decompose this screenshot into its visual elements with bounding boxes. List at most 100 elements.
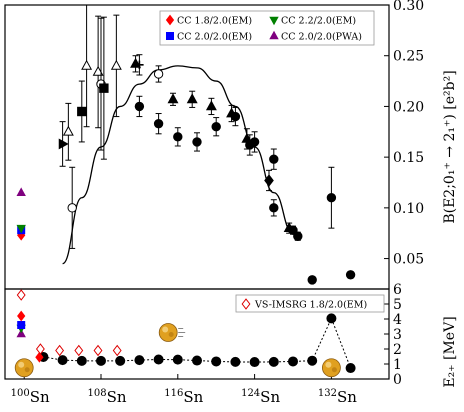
energy-y-axis-label: E₂₊ [MeV] [442, 316, 458, 387]
bee2-experiment-point [173, 132, 183, 142]
vs-imsrg-point [112, 344, 122, 357]
bee2-y-tick-label: 0.25 [393, 49, 424, 65]
energy-y-tick-label: 1 [393, 357, 402, 373]
bee2-y-tick-label: 0.10 [393, 201, 424, 217]
energy-legend: VS-IMSRG 1.8/2.0(EM) [235, 294, 385, 313]
vs-imsrg-points [16, 289, 122, 357]
legend-entry-label: VS-IMSRG 1.8/2.0(EM) [254, 300, 367, 311]
legend-entry-label: CC 2.0/2.0(PWA) [281, 32, 362, 43]
bee2-experiment-point [269, 154, 279, 164]
legend-marker [166, 32, 174, 40]
energy-experiment-point [326, 313, 337, 324]
x-tick-label: 100Sn [11, 388, 50, 406]
bee2-experiment-point [307, 275, 317, 285]
bee2-experiment-point [230, 111, 241, 122]
bee2-experiment-point [205, 100, 217, 111]
x-tick-element: Sn [337, 388, 357, 406]
bee2-y-tick-label: 0.15 [393, 150, 424, 166]
bee2-calc-100sn-points [16, 187, 26, 241]
energy-experiment-point [288, 356, 298, 367]
bee2-experiment-point [192, 137, 202, 147]
vs-imsrg-point [93, 344, 103, 357]
bee2-theory-curve-line [62, 65, 294, 265]
vs-imsrg-point [35, 343, 45, 355]
bee2-experiment-point [153, 118, 164, 129]
legend-marker [269, 16, 279, 26]
energy-experiment-point [211, 356, 222, 367]
bee2-y-tick-label: 0.30 [393, 0, 424, 14]
vs-imsrg-point [16, 289, 26, 301]
x-tick-mass-number: 132 [318, 388, 337, 399]
energy-y-tick-label: 4 [393, 312, 402, 328]
nucleus-icons [14, 323, 341, 378]
energy-experiment-point [76, 355, 87, 366]
vs-imsrg-point [74, 344, 84, 357]
bee2-experiment-point [153, 69, 164, 79]
x-tick-mass-number: 124 [241, 388, 260, 399]
bee2-calc-point [16, 187, 26, 196]
energy-experiment-point [192, 355, 202, 366]
bee2-y-tick-label: 0.20 [393, 99, 424, 115]
bee2-experiment-point [99, 83, 109, 93]
energy-experiment-point [96, 355, 106, 366]
nucleus-icon [14, 358, 34, 378]
legend-entry-label: CC 2.0/2.0(EM) [177, 32, 252, 43]
nucleus-icon [158, 323, 186, 342]
bee2-legend-box [159, 10, 375, 46]
x-tick-label: 116Sn [164, 388, 203, 406]
bee2-experiment-point [134, 101, 145, 112]
energy-experiment-point [230, 356, 241, 367]
x-tick-element: Sn [183, 388, 203, 406]
bee2-experiment-point [264, 174, 274, 187]
energy-experiment-point [249, 357, 260, 368]
energy-y-tick-label: 6 [393, 282, 402, 298]
energy-y-tick-label: 5 [393, 297, 402, 313]
bee2-legend: CC 1.8/2.0(EM) CC 2.2/2.0(EM) CC 2.0/2.0(E… [159, 10, 375, 46]
energy-experiment-point [134, 355, 145, 366]
energy-experiment-point [115, 355, 126, 366]
bee2-experiment-point [92, 65, 104, 76]
nucleus-icon [321, 358, 341, 378]
vs-imsrg-point [55, 344, 65, 357]
x-tick-mass-number: 108 [87, 388, 106, 399]
energy-y-tick-label: 3 [393, 327, 402, 343]
bee2-experiment-point [167, 93, 179, 104]
bee2-y-axis-label: B(E2;0₁⁺ → 2₁⁺) [e²b²] [442, 70, 458, 223]
energy-experiment-point [345, 363, 356, 374]
bee2-experiment-point [67, 203, 77, 213]
energy-experiment-point [268, 356, 279, 367]
bee2-experiment-point [326, 193, 337, 203]
energy-legend-box [235, 294, 385, 313]
x-tick-element: Sn [30, 388, 50, 406]
energy-y-tick-label: 2 [393, 342, 402, 358]
x-tick-element: Sn [107, 388, 127, 406]
energy-y-tick-label: 0 [393, 372, 402, 388]
bee2-y-ticks: 0.05 0.10 0.15 0.20 0.25 0.30 [384, 0, 424, 268]
x-tick-label: 132Sn [318, 388, 357, 406]
bee2-experiment-point [77, 106, 87, 117]
bee2-experiment-points [58, 4, 356, 285]
x-tick-element: Sn [260, 388, 280, 406]
legend-marker [165, 14, 175, 26]
energy-cc-102sn-point [35, 351, 44, 363]
x-tick-mass-number: 100 [11, 388, 30, 399]
energy-experiment-point [153, 354, 164, 365]
bee2-y-tick-label: 0.05 [393, 252, 424, 268]
energy-calc-point [17, 321, 26, 329]
bee2-theory-curve [62, 65, 294, 265]
bee2-experiment-point [269, 203, 279, 213]
legend-marker [269, 30, 279, 40]
bee2-experiment-point [62, 125, 74, 136]
bee2-experiment-point [110, 59, 122, 70]
bee2-calc-point [16, 224, 26, 234]
bee2-experiment-point [211, 122, 221, 132]
bee2-experiment-point [345, 270, 356, 280]
bee2-experiment-point [293, 231, 303, 241]
bee2-experiment-point [186, 93, 198, 104]
energy-calc-point [17, 310, 26, 322]
x-tick-label: 108Sn [87, 388, 126, 406]
energy-experiment-points [35, 313, 356, 374]
